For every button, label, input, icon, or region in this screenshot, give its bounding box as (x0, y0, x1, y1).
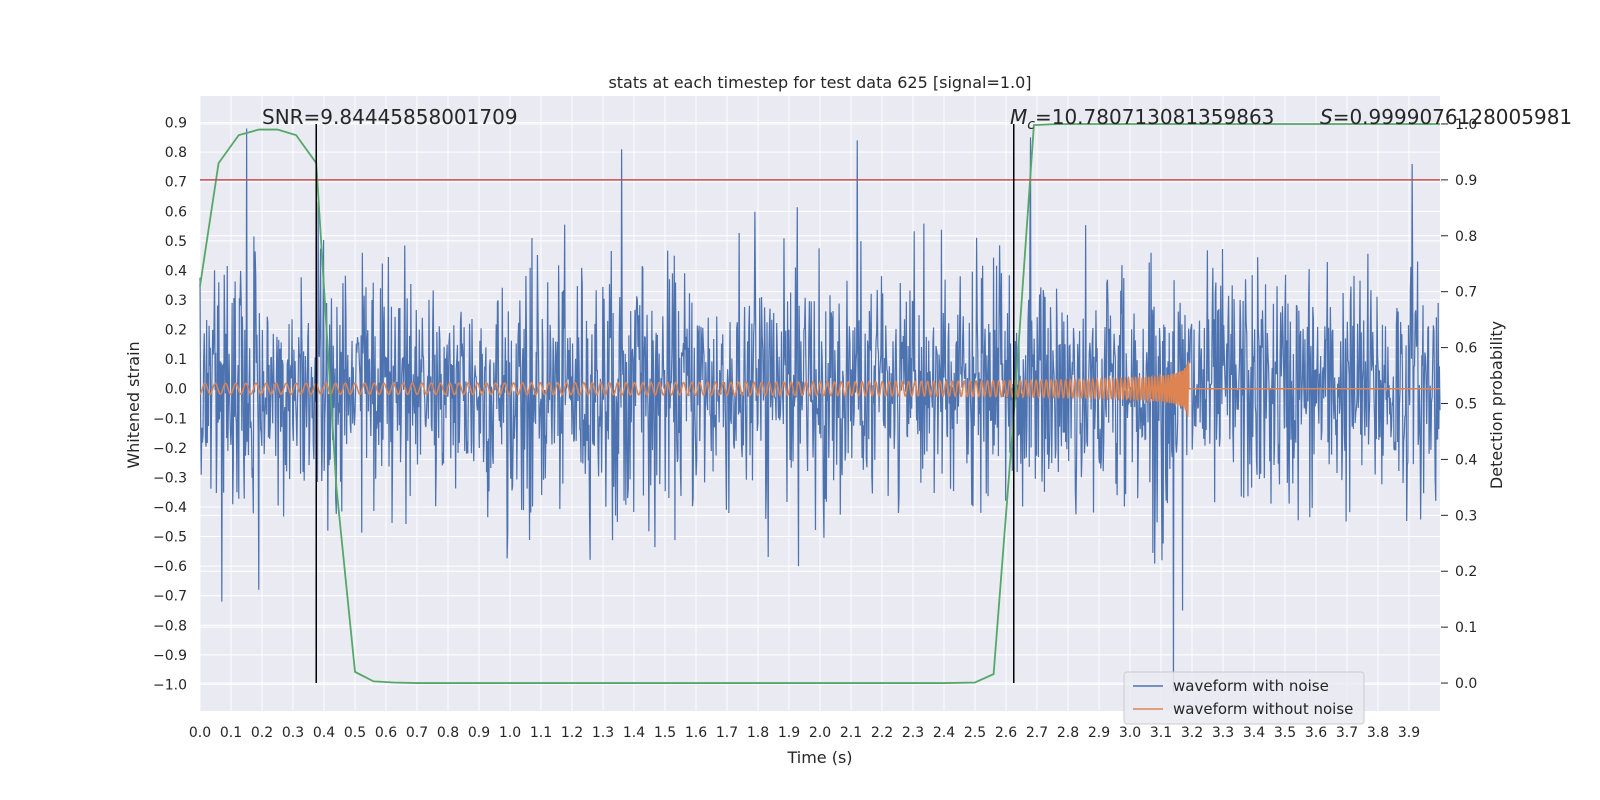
x-tick-label-22: 2.2 (871, 725, 893, 741)
x-tick-label-30: 3.0 (1119, 725, 1141, 741)
x-tick-label-9: 0.9 (468, 725, 490, 741)
score-annotation: S=0.9999076128005981 (1320, 105, 1572, 129)
chirp-mass-annotation: Mc=10.780713081359863 (1010, 105, 1274, 133)
x-tick-label-36: 3.6 (1305, 725, 1327, 741)
y2-tick-label-3: 0.7 (1455, 285, 1477, 301)
x-tick-label-5: 0.5 (344, 725, 366, 741)
y-tick-label-13: −0.4 (153, 500, 187, 516)
y2-tick-label-7: 0.3 (1455, 508, 1477, 524)
y-tick-label-6: 0.3 (165, 293, 187, 309)
x-tick-label-15: 1.5 (654, 725, 676, 741)
legend-label-clean: waveform without noise (1173, 700, 1353, 718)
x-tick-label-0: 0.0 (189, 725, 211, 741)
x-tick-label-39: 3.9 (1398, 725, 1420, 741)
legend: waveform with noise waveform without noi… (1123, 671, 1365, 725)
y2-tick-label-6: 0.4 (1455, 452, 1477, 468)
y2-tick-label-0: 1.0 (1455, 117, 1477, 133)
y-tick-label-9: 0.0 (165, 382, 187, 398)
y-tick-label-12: −0.3 (153, 470, 187, 486)
x-tick-label-35: 3.5 (1274, 725, 1296, 741)
x-tick-label-26: 2.6 (995, 725, 1017, 741)
y2-tick-label-2: 0.8 (1455, 229, 1477, 245)
detection-probability-line (199, 123, 1440, 684)
x-tick-label-20: 2.0 (809, 725, 831, 741)
y-tick-label-5: 0.4 (165, 263, 187, 279)
waveform-without-noise-line (199, 361, 1440, 417)
y2-axis-label: Detection probability (1487, 321, 1506, 489)
x-tick-label-14: 1.4 (623, 725, 645, 741)
y-axis-ticks: 0.9 0.8 0.7 0.6 0.5 0.4 0.3 0.2 0.1 0.0 −0.1 −0.2 −0… (153, 116, 187, 694)
x-tick-label-28: 2.8 (1057, 725, 1079, 741)
x-tick-label-4: 0.4 (313, 725, 335, 741)
x-tick-label-31: 3.1 (1150, 725, 1172, 741)
x-tick-label-38: 3.8 (1367, 725, 1389, 741)
y2-tick-label-4: 0.6 (1455, 341, 1477, 357)
y-tick-label-3: 0.6 (165, 204, 187, 220)
x-tick-label-18: 1.8 (747, 725, 769, 741)
x-tick-label-29: 2.9 (1088, 725, 1110, 741)
y2-tick-label-1: 0.9 (1455, 173, 1477, 189)
chirp-mass-value: =10.780713081359863 (1035, 105, 1274, 129)
y-tick-label-1: 0.8 (165, 145, 187, 161)
x-tick-label-3: 0.3 (282, 725, 304, 741)
y-tick-label-2: 0.7 (165, 175, 187, 191)
x-tick-label-13: 1.3 (592, 725, 614, 741)
y2-tick-label-9: 0.1 (1455, 620, 1477, 636)
y2-tick-label-10: 0.0 (1455, 676, 1477, 692)
y-tick-label-14: −0.5 (153, 530, 187, 546)
x-tick-label-21: 2.1 (840, 725, 862, 741)
chirp-mass-subscript: c (1027, 117, 1035, 133)
y2-tick-label-5: 0.5 (1455, 397, 1477, 413)
x-tick-label-11: 1.1 (530, 725, 552, 741)
y-tick-label-17: −0.8 (153, 618, 187, 634)
x-tick-label-6: 0.6 (375, 725, 397, 741)
score-symbol: S (1320, 105, 1333, 129)
legend-label-noise: waveform with noise (1173, 677, 1329, 695)
x-tick-label-33: 3.3 (1212, 725, 1234, 741)
legend-box (1123, 671, 1365, 725)
x-tick-label-37: 3.7 (1336, 725, 1358, 741)
series-layer (199, 123, 1441, 694)
x-tick-label-24: 2.4 (933, 725, 955, 741)
x-tick-label-34: 3.4 (1243, 725, 1265, 741)
y-tick-label-19: −1.0 (153, 677, 187, 693)
y-axis-label: Whitened strain (124, 341, 143, 468)
x-tick-label-7: 0.7 (406, 725, 428, 741)
y-tick-label-0: 0.9 (165, 116, 187, 132)
x-tick-label-17: 1.7 (716, 725, 738, 741)
x-tick-label-10: 1.0 (499, 725, 521, 741)
x-tick-label-1: 0.1 (220, 725, 242, 741)
y-tick-label-10: −0.1 (153, 411, 187, 427)
y-tick-label-4: 0.5 (165, 234, 187, 250)
chart-title: stats at each timestep for test data 625… (608, 73, 1031, 92)
x-tick-label-8: 0.8 (437, 725, 459, 741)
y-tick-label-18: −0.9 (153, 648, 187, 664)
x-tick-label-32: 3.2 (1181, 725, 1203, 741)
y2-tick-label-8: 0.2 (1455, 564, 1477, 580)
y-tick-label-16: −0.7 (153, 589, 187, 605)
snr-annotation: SNR=9.84445858001709 (262, 105, 518, 129)
x-tick-label-2: 0.2 (251, 725, 273, 741)
x-tick-label-25: 2.5 (964, 725, 986, 741)
y-tick-label-15: −0.6 (153, 559, 187, 575)
x-tick-label-27: 2.7 (1026, 725, 1048, 741)
x-axis-label: Time (s) (786, 748, 852, 767)
y2-axis-ticks: 1.0 0.9 0.8 0.7 0.6 0.5 0.4 0.3 0.2 0.1 0.0 (1441, 117, 1477, 692)
x-tick-label-23: 2.3 (902, 725, 924, 741)
y-tick-label-8: 0.1 (165, 352, 187, 368)
chirp-mass-symbol: M (1010, 105, 1027, 129)
y-tick-label-7: 0.2 (165, 323, 187, 339)
x-tick-label-12: 1.2 (561, 725, 583, 741)
x-tick-label-16: 1.6 (685, 725, 707, 741)
x-axis-ticks: 0.0 0.1 0.2 0.3 0.4 0.5 0.6 0.7 0.8 0.9 1.0 1.1 1.2 1… (189, 725, 1420, 741)
score-value: =0.9999076128005981 (1333, 105, 1572, 129)
x-tick-label-19: 1.9 (778, 725, 800, 741)
y-tick-label-11: −0.2 (153, 441, 187, 457)
waveform-with-noise-line (199, 128, 1441, 694)
